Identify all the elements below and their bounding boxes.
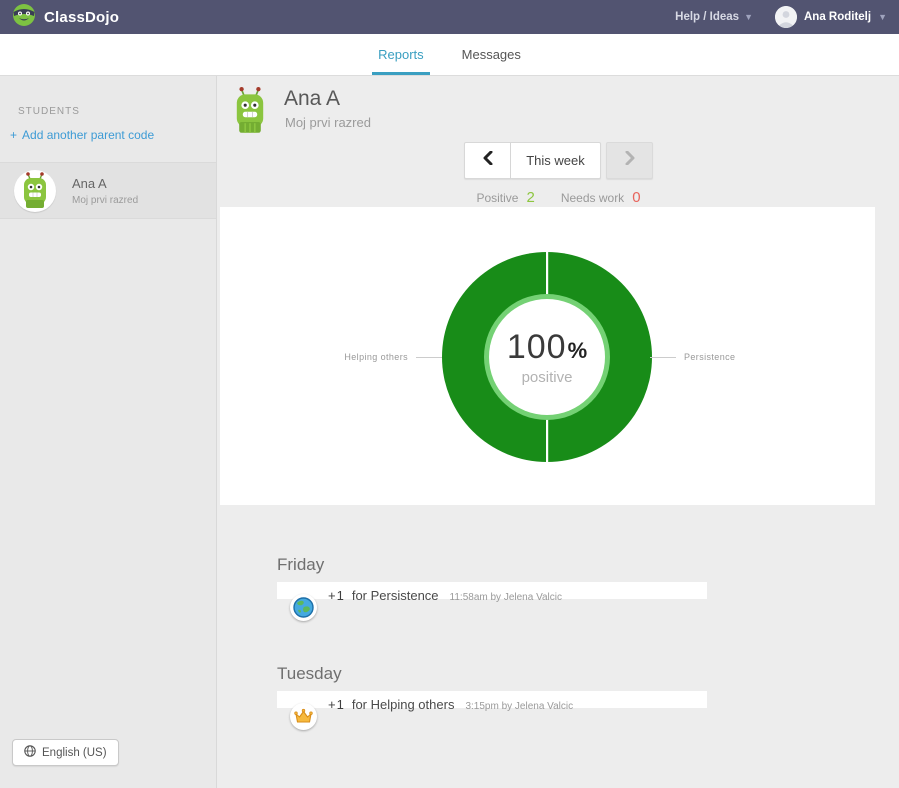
students-sidebar: STUDENTS + Add another parent code <box>0 76 217 788</box>
donut-chart-card: 100 % positive Helping others Persistenc… <box>220 207 875 505</box>
plus-icon: + <box>10 128 18 142</box>
leader-line <box>650 356 676 358</box>
next-week-button[interactable] <box>606 142 653 179</box>
feed-item-background <box>277 691 707 708</box>
week-range-button[interactable]: This week <box>511 142 601 179</box>
brand-name: ClassDojo <box>44 8 120 26</box>
classdojo-logo[interactable]: ClassDojo <box>12 3 119 32</box>
language-label: English (US) <box>42 746 107 759</box>
feedback-summary: Positive 2 Needs work 0 <box>218 189 899 206</box>
tab-bar: Reports Messages <box>0 34 899 76</box>
sidebar-student-name: Ana A <box>72 175 107 191</box>
feed-day-heading: Tuesday <box>277 664 342 683</box>
students-section-label: STUDENTS <box>18 106 80 117</box>
globe-language-icon <box>24 745 36 760</box>
user-avatar <box>774 6 797 28</box>
tab-reports[interactable]: Reports <box>372 34 430 75</box>
student-monster-avatar <box>14 169 56 212</box>
sidebar-item-student[interactable]: Ana A Moj prvi razred <box>0 162 216 219</box>
language-selector-button[interactable]: English (US) <box>12 739 119 766</box>
segment-label-persistence: Persistence <box>650 352 812 362</box>
add-parent-code-label: Add another parent code <box>22 128 155 142</box>
chevron-down-icon: ▼ <box>878 12 887 22</box>
donut-chart <box>437 247 657 467</box>
feed-day-heading: Friday <box>277 555 325 574</box>
chevron-down-icon: ▼ <box>744 12 753 22</box>
behavior-name: for Helping others <box>351 697 455 712</box>
previous-week-button[interactable] <box>464 142 511 179</box>
behavior-name: for Persistence <box>351 588 439 603</box>
chevron-left-icon <box>482 150 494 170</box>
positive-count: 2 <box>526 189 535 206</box>
feed-item: +1 for Persistence 11:58am by Jelena Val… <box>277 582 707 628</box>
chevron-right-icon <box>624 150 636 170</box>
user-account-menu[interactable]: Ana Roditelj ▼ <box>774 6 887 28</box>
points-awarded: +1 <box>328 697 345 712</box>
help-ideas-label: Help / Ideas <box>675 11 740 23</box>
week-navigation: This week <box>218 142 899 179</box>
student-class-subtitle: Moj prvi razred <box>285 115 371 130</box>
tab-messages[interactable]: Messages <box>461 47 521 62</box>
page-title-student-name: Ana A <box>284 87 341 110</box>
needs-work-label: Needs work <box>560 191 625 205</box>
feed-item-background <box>277 582 707 599</box>
user-name: Ana Roditelj <box>803 11 872 23</box>
globe-icon <box>290 594 317 621</box>
points-awarded: +1 <box>328 588 345 603</box>
leader-line <box>416 356 442 358</box>
sidebar-student-class: Moj prvi razred <box>72 194 139 206</box>
classdojo-monster-logo-icon <box>12 3 36 32</box>
feed-item: +1 for Helping others 3:15pm by Jelena V… <box>277 691 707 737</box>
top-bar: ClassDojo Help / Ideas ▼ Ana Roditelj ▼ <box>0 0 899 34</box>
crown-icon <box>290 703 317 730</box>
award-meta: 3:15pm by Jelena Valcic <box>465 701 574 712</box>
positive-label: Positive <box>476 191 519 205</box>
student-monster-avatar-large <box>232 86 268 139</box>
award-meta: 11:58am by Jelena Valcic <box>449 592 563 603</box>
add-parent-code-link[interactable]: + Add another parent code <box>10 128 154 142</box>
help-ideas-menu[interactable]: Help / Ideas ▼ <box>675 11 753 23</box>
segment-label-helping-others: Helping others <box>280 352 442 362</box>
needs-work-count: 0 <box>632 189 641 206</box>
report-main: Ana A Moj prvi razred This week Posi <box>218 76 899 788</box>
